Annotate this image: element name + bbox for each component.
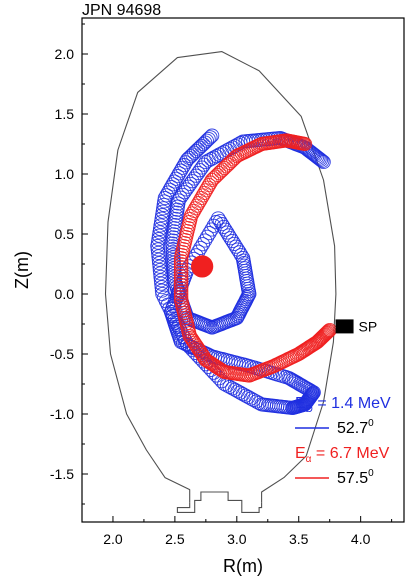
orbit-point — [319, 325, 335, 340]
y-axis-label: Z(m) — [12, 251, 32, 289]
orbit-point — [193, 346, 209, 361]
detector-marker — [335, 319, 354, 334]
orbit-point — [189, 339, 204, 354]
legend-angle-0: 52.70 — [337, 418, 374, 437]
orbit-point — [314, 153, 330, 169]
orbit-point — [150, 242, 166, 257]
y-tick-label: 0.0 — [55, 286, 75, 302]
orbit-point — [318, 326, 334, 341]
orbit-point — [312, 151, 327, 166]
orbit-series-1 — [173, 133, 337, 383]
y-tick-label: -1.0 — [50, 406, 74, 422]
orbit-point — [318, 327, 333, 342]
orbit-point — [173, 271, 189, 287]
orbit-series — [150, 128, 337, 416]
orbit-point — [181, 150, 197, 165]
birth-point — [190, 255, 214, 278]
orbit-point — [173, 274, 189, 290]
detector: SP — [335, 318, 378, 334]
orbit-point — [187, 335, 202, 350]
x-tick-label: 2.0 — [103, 531, 123, 547]
orbit-point — [150, 238, 165, 254]
orbit-point — [199, 229, 215, 244]
orbit-point — [202, 226, 217, 241]
orbit-point — [173, 286, 189, 302]
orbit-point — [190, 340, 206, 356]
orbit-point — [151, 245, 166, 260]
orbit-point — [173, 262, 189, 278]
orbit-point — [182, 328, 197, 344]
orbit-point — [192, 344, 208, 359]
orbit-point — [154, 283, 170, 298]
orbit-point — [173, 283, 189, 299]
orbit-point — [173, 253, 189, 269]
orbit-point — [183, 176, 198, 191]
x-axis-label: R(m) — [223, 556, 263, 576]
orbit-point — [152, 256, 167, 271]
legend-angle-1: 57.50 — [337, 468, 374, 487]
legend: ED = 1.4 MeV 52.70 Eα = 6.7 MeV 57.50 — [295, 395, 391, 487]
orbit-point — [173, 280, 189, 296]
divertor — [176, 491, 263, 513]
y-tick-label: 2.0 — [55, 46, 75, 62]
orbit-point — [188, 337, 203, 352]
orbit-point — [185, 206, 200, 221]
plot-frame — [81, 17, 405, 523]
legend-energy-0: ED = 1.4 MeV — [295, 395, 391, 415]
orbit-point — [310, 150, 326, 165]
legend-energy-1: Eα = 6.7 MeV — [295, 445, 390, 465]
orbit-point — [173, 250, 189, 266]
y-tick-label: 1.5 — [55, 106, 75, 122]
orbit-point — [193, 240, 208, 255]
orbit-point — [317, 328, 332, 343]
orbit-point — [159, 188, 174, 203]
x-tick-label: 4.0 — [351, 531, 371, 547]
x-tick-label: 3.5 — [289, 531, 309, 547]
orbit-point — [173, 289, 189, 305]
orbit-point — [151, 249, 166, 264]
orbit-point — [316, 154, 331, 170]
orbit-point — [197, 233, 213, 248]
orbit-point — [183, 330, 199, 345]
y-tick-label: 0.5 — [55, 226, 75, 242]
x-tick-label: 3.0 — [227, 531, 247, 547]
y-tick-label: 1.0 — [55, 166, 75, 182]
orbit-point — [191, 342, 207, 357]
orbit-point — [152, 262, 168, 278]
plot-border — [81, 17, 405, 523]
orbit-point — [320, 324, 336, 339]
orbit-point — [196, 157, 212, 172]
axis-ticks: 2.0 2.5 3.0 3.5 4.0 2.0 1.5 1.0 0.5 0.0 -0.5 -1.0 -1… — [50, 23, 393, 547]
orbit-point — [173, 268, 189, 284]
y-tick-label: -1.5 — [50, 466, 74, 482]
orbit-point — [316, 328, 331, 344]
orbit-series-0 — [150, 128, 331, 416]
orbit-point — [173, 265, 189, 281]
first-wall — [104, 51, 337, 503]
orbit-point — [154, 280, 170, 295]
orbit-point — [173, 277, 189, 293]
x-tick-label: 2.5 — [165, 531, 185, 547]
orbit-point — [152, 259, 167, 274]
orbit-point — [195, 237, 211, 252]
chart-title: JPN 94698 — [82, 2, 161, 19]
vessel-outline — [104, 51, 337, 513]
orbit-point — [185, 334, 201, 349]
orbit-point — [151, 252, 167, 267]
orbit-point — [173, 256, 189, 272]
orbit-point — [313, 152, 329, 167]
orbit-point — [184, 332, 200, 347]
y-tick-label: -0.5 — [50, 346, 74, 362]
orbit-point — [173, 259, 189, 275]
detector-label: SP — [359, 318, 378, 334]
